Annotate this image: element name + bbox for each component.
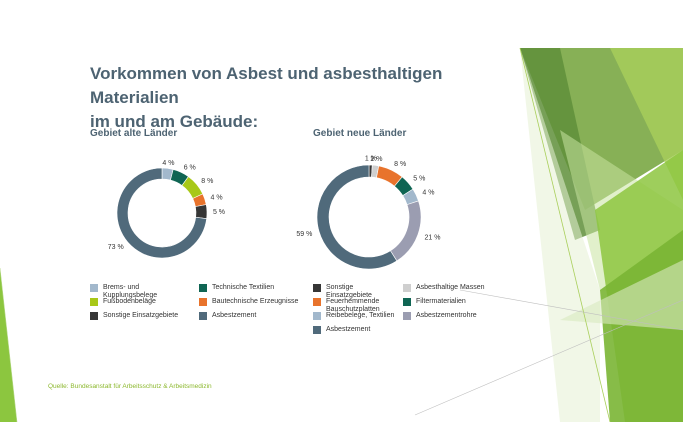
legend-label: Filtermaterialien <box>416 298 466 305</box>
slice-label-reibebelege-textilien: 4 % <box>422 189 434 196</box>
legend-item-feuerhemmende-bauschutzplatten: Feuerhemmende Bauschutzplatten <box>313 298 399 313</box>
slice-asbestzement <box>116 167 207 259</box>
slice-label-asbesthaltige-massen: 2 % <box>370 156 382 163</box>
legend-label: Sonstige Einsatzgebiete <box>103 312 179 319</box>
legend-swatch <box>313 312 321 320</box>
donut-chart-old-states: 4 % 6 % 8 % 4 % 5 % 73 % <box>108 160 225 259</box>
slice-sonstige-einsatzgebiete <box>195 204 208 219</box>
legend-swatch <box>313 326 321 334</box>
legend-swatch <box>313 298 321 306</box>
legend-label: Brems- und Kupplungsbelege <box>103 284 158 299</box>
legend-item-asbesthaltige-massen: Asbesthaltige Massen <box>403 284 489 292</box>
legend-item-asbestzement: Asbestzement <box>313 326 399 334</box>
legend-swatch <box>403 298 411 306</box>
slice-label-asbestzementrohre: 21 % <box>425 234 441 241</box>
legend-item-technische-textilien: Technische Textilien <box>199 284 304 292</box>
chart-title-new-states: Gebiet neue Länder <box>313 128 407 139</box>
legend-label: Bautechnische Erzeugnisse <box>212 298 299 305</box>
slice-label-asbestzement: 73 % <box>108 244 124 251</box>
legend-swatch <box>313 284 321 292</box>
legend-item-brems-und-kupplungsbelege: Brems- und Kupplungsbelege <box>90 284 195 299</box>
legend-swatch <box>403 312 411 320</box>
donut-chart-new-states: 1 %2 % 8 % 5 % 4 % 21 % 59 % <box>296 156 441 270</box>
title-line-1: Vorkommen von Asbest und asbesthaltigen … <box>90 64 443 107</box>
legend-swatch <box>90 284 98 292</box>
legend-item-sonstige-einsatzgebiete: Sonstige Einsatzgebiete <box>90 312 195 320</box>
slice-asbestzementrohre <box>390 200 422 262</box>
legend-swatch <box>199 298 207 306</box>
legend-swatch <box>403 284 411 292</box>
legend-swatch <box>199 284 207 292</box>
legend-label: Reibebelege, Textilien <box>326 312 395 319</box>
legend-item-fussbodenbelaege: Fußbodenbeläge <box>90 298 195 306</box>
slice-label-feuerhemmende-bauschutzplatten: 8 % <box>394 161 406 168</box>
legend-label: Sonstige Einsatzgebiete <box>326 284 372 299</box>
slice-label-brems-und-kupplungsbelege: 4 % <box>162 160 174 167</box>
slice-asbestzement <box>316 164 398 270</box>
legend-item-bautechnische-erzeugnisse: Bautechnische Erzeugnisse <box>199 298 304 306</box>
slice-label-asbestzement: 59 % <box>296 231 312 238</box>
legend-item-filtermaterialien: Filtermaterialien <box>403 298 489 306</box>
legend-label: Technische Textilien <box>212 284 275 291</box>
legend-item-sonstige-einsatzgebiete: Sonstige Einsatzgebiete <box>313 284 399 299</box>
legend-swatch <box>90 312 98 320</box>
legend-swatch <box>90 298 98 306</box>
source-note: Quelle: Bundesanstalt für Arbeitsschutz … <box>48 383 212 390</box>
slice-label-filtermaterialien: 5 % <box>413 175 425 182</box>
legend-item-reibebelege-textilien: Reibebelege, Textilien <box>313 312 399 320</box>
legend-item-asbestzementrohre: Asbestzementrohre <box>403 312 489 320</box>
slice-label-technische-textilien: 6 % <box>184 164 196 171</box>
legend-label: Asbestzement <box>212 312 257 319</box>
legend-label: Asbesthaltige Massen <box>416 284 485 291</box>
legend-item-asbestzement: Asbestzement <box>199 312 304 320</box>
chart-title-old-states: Gebiet alte Länder <box>90 128 178 139</box>
slice-label-fussbodenbelaege: 8 % <box>201 178 213 185</box>
slice-label-sonstige-einsatzgebiete: 1 % <box>365 156 377 163</box>
legend-label: Fußbodenbeläge <box>103 298 156 305</box>
page-title: Vorkommen von Asbest und asbesthaltigen … <box>90 62 510 134</box>
slice-label-sonstige-einsatzgebiete: 5 % <box>213 209 225 216</box>
legend-label: Feuerhemmende Bauschutzplatten <box>326 298 380 313</box>
slice-label-bautechnische-erzeugnisse: 4 % <box>211 195 223 202</box>
legend-label: Asbestzementrohre <box>416 312 477 319</box>
legend-swatch <box>199 312 207 320</box>
legend-label: Asbestzement <box>326 326 371 333</box>
title-line-2: im und am Gebäude: <box>90 112 259 131</box>
